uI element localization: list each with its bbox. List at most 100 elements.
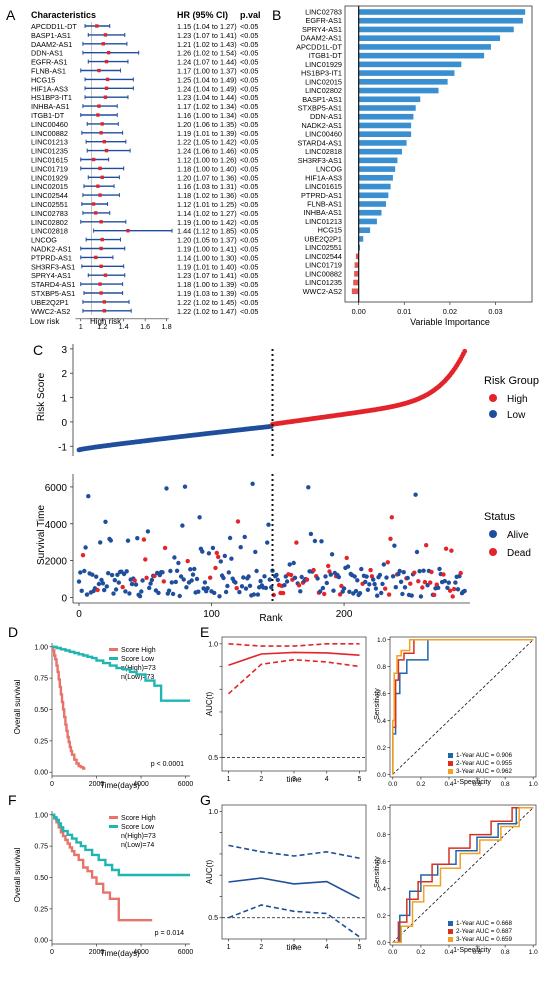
forest-pval-text: <0.05 [240,191,258,200]
roc-x-tick-label: 0.6 [473,949,482,956]
survival-time-point [172,555,177,560]
forest-row-label: LINC02551 [31,200,68,209]
survival-time-point [306,485,311,490]
forest-hr-point [100,175,104,179]
importance-bar [358,166,396,172]
forest-x-tick-label: 1 [79,322,83,331]
forest-hr-text: 1.23 (1.07 to 1.41) [177,31,237,40]
forest-hr-text: 1.25 (1.04 to 1.49) [177,75,237,84]
importance-bar [358,96,421,103]
survival-time-point [144,575,149,580]
importance-bar [358,218,377,225]
survival-time-point [371,577,376,582]
forest-hr-text: 1.20 (1.05 to 1.37) [177,236,237,245]
survival-time-point [210,545,216,551]
legend-low-marker [489,410,497,418]
importance-category-label: WWC2-AS2 [303,287,342,296]
survival-time-point [389,515,394,520]
forest-hr-point [97,104,101,108]
importance-bar [358,148,403,155]
survival-time-point [398,579,404,584]
survival-time-point [127,591,132,596]
forest-hr-text: 1.14 (1.02 to 1.27) [177,209,237,218]
survival-time-point [229,556,234,561]
forest-x-tick-label: 1.4 [119,322,129,331]
survival-time-point [148,581,153,586]
auc-x-tick-label: 2 [259,944,263,951]
survival-time-point [96,581,102,587]
forest-hr-point [98,166,102,171]
time-auc-plot-training: AUC(t) time 0.5 1.0 1 2 3 4 5 [205,636,367,784]
survival-time-point [412,570,417,575]
survival-time-point [326,563,331,569]
survival-time-point [428,580,433,585]
forest-hr-point [103,95,108,99]
auc-ci-curve [228,904,360,938]
forest-low-risk-label: Low risk [30,317,60,326]
legend-dead-marker [489,548,497,556]
survival-time-point [322,591,327,597]
forest-hr-text: 1.19 (1.01 to 1.40) [177,262,237,271]
roc-y-tick-label: 0.6 [377,859,386,866]
importance-x-label: Variable Importance [410,317,490,327]
importance-category-label: STXBP5-AS1 [298,104,342,113]
forest-hr-point [98,282,102,286]
survival-time-point [296,583,302,588]
survival-time-point [385,560,390,565]
importance-bar [354,262,359,268]
survival-time-point [192,566,197,572]
km-d-legend-high: Score High [121,647,156,654]
survival-time-point [381,562,386,567]
roc-x-tick-label: 0.8 [501,949,510,956]
survival-time-point [206,551,212,556]
survival-time-point [223,589,229,595]
importance-bar [358,87,439,94]
forest-row-label: SPRY4-AS1 [31,271,71,280]
importance-frame [344,5,533,303]
forest-hr-text: 1.22 (1.02 to 1.45) [177,298,237,307]
forest-row-label: STARD4-AS1 [31,280,75,289]
auc-x-tick-label: 5 [358,944,362,951]
survival-y-tick-label: 2000 [45,557,68,568]
importance-category-label: LINC02783 [305,8,342,17]
roc-y-tick-label: 0.0 [377,772,386,779]
forest-hr-text: 1.22 (1.02 to 1.47) [177,307,237,316]
km-curve [52,813,190,877]
survival-time-point [441,572,446,577]
survival-time-point [79,588,84,593]
forest-pval-text: <0.05 [240,129,258,138]
survival-time-point [367,582,372,587]
km-y-tick-label: 0.50 [34,707,48,714]
forest-pval-text: <0.05 [240,245,258,254]
forest-hr-point [102,309,107,313]
forest-pval-text: <0.05 [240,307,258,316]
survival-time-point [162,545,168,551]
survival-time-point [84,592,90,597]
importance-bar [351,288,359,295]
survival-time-point [98,540,103,545]
survival-time-point [188,567,193,572]
survival-time-point [450,594,455,599]
survival-time-point [237,589,242,595]
survival-time-point [156,590,161,596]
importance-category-label: LINC01719 [305,261,342,270]
survival-time-point [331,588,336,593]
roc-legend-swatch [448,921,453,926]
survival-time-point [141,537,147,542]
survival-time-point [379,590,384,596]
km-x-tick-label: 6000 [178,781,194,788]
forest-hr-text: 1.24 (1.07 to 1.44) [177,58,237,67]
forest-x-tick-label: 1.8 [162,322,172,331]
survival-time-point [222,553,227,559]
km-f-x-label: Time(days) [100,949,140,958]
survival-time-point [124,569,129,574]
forest-hr-point [91,202,96,206]
survival-time-point [377,572,383,578]
survival-time-point [242,534,247,540]
survival-y-tick-label: 4000 [45,520,68,531]
roc-x-tick-label: 0.4 [444,781,453,788]
risk-y-tick-label: 3 [61,345,67,356]
risk-y-tick-label: 0 [61,418,67,429]
forest-hr-text: 1.23 (1.04 to 1.44) [177,93,237,102]
forest-hr-text: 1.20 (1.06 to 1.35) [177,120,237,129]
